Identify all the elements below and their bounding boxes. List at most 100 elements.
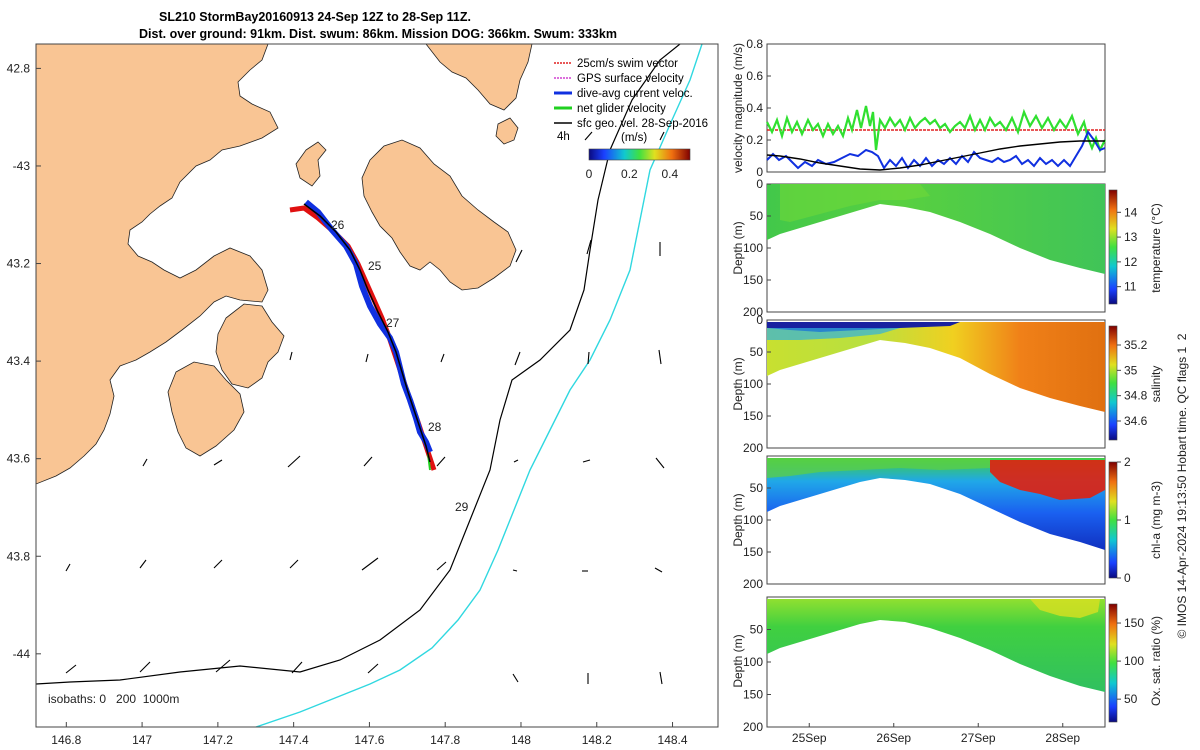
- depth-tick-label: 100: [743, 241, 763, 255]
- map-cbar-tick-label: 0.2: [621, 167, 638, 181]
- time-tick-label: 28Sep: [1045, 731, 1080, 745]
- depth-tick-label: 0: [756, 177, 763, 191]
- arrow: [363, 456, 373, 467]
- arrow: [654, 567, 663, 573]
- cbar-tick-label: 2: [1124, 455, 1131, 469]
- temperature-field: [767, 184, 1105, 274]
- cbar-tick-label: 34.8: [1124, 389, 1148, 403]
- cbar-tick-label: 0: [1124, 571, 1131, 585]
- arrow: [582, 459, 591, 463]
- depth-tick-label: 200: [743, 441, 763, 455]
- temperature-y-ticks: 0 50 100 150 200: [743, 177, 771, 319]
- arrow: [512, 673, 519, 683]
- map-x-tick-label: 148: [511, 733, 531, 747]
- arrow: [142, 458, 148, 467]
- land-east-main: [361, 139, 517, 291]
- arrow: [586, 239, 592, 255]
- cbar-tick-label: 35.2: [1124, 338, 1148, 352]
- depth-tick-label: 50: [750, 623, 764, 637]
- day-label-27: 27: [386, 316, 400, 330]
- chla-ylabel: Depth (m): [731, 493, 745, 546]
- map-x-tick-label: 148.4: [658, 733, 688, 747]
- salinity-panel: 0 50 100 150 200 35.2 35 34.8 34.6 Depth (m) sa…: [731, 313, 1163, 455]
- legend-net: net glider velocity: [577, 103, 666, 115]
- map-title-line2: Dist. over ground: 91km. Dist. swum: 86k…: [139, 27, 617, 41]
- map-legend: 25cm/s swim vector GPS surface velocity …: [554, 58, 708, 130]
- map-x-tick-label: 148.2: [582, 733, 612, 747]
- salinity-colorbar: [1108, 325, 1118, 441]
- map-cbar-title: (m/s): [621, 132, 647, 144]
- velocity-y-tick-label: 0.6: [746, 69, 763, 83]
- arrow: [367, 663, 379, 674]
- arrow: [655, 457, 665, 469]
- arrow: [659, 671, 663, 685]
- legend-current: dive-avg current veloc.: [577, 88, 693, 100]
- map-y-ticks: 42.8 -43 43.2 43.4 43.6 43.8 -44: [7, 61, 41, 661]
- chla-y-ticks: 50 100 150 200: [743, 481, 771, 591]
- cbar-tick-label: 1: [1124, 513, 1131, 527]
- cbar-tick-label: 50: [1124, 692, 1138, 706]
- map-y-tick-label: 43.8: [7, 549, 31, 563]
- map-y-tick-label: 43.6: [7, 452, 31, 466]
- depth-tick-label: 150: [743, 688, 763, 702]
- legend-swim: 25cm/s swim vector: [577, 58, 678, 70]
- map-title-line1: SL210 StormBay20160913 24-Sep 12Z to 28-…: [159, 10, 471, 24]
- depth-tick-label: 50: [750, 345, 764, 359]
- arrow: [515, 249, 523, 263]
- map-content: 26 25 27 28 29 isobaths: 0 200 1000m: [36, 44, 703, 727]
- land-mainland: [36, 44, 279, 485]
- map-colorbar: [588, 148, 691, 161]
- day-label-25: 25: [368, 259, 382, 273]
- temperature-cbar-ticks: 14 13 12 11: [1117, 205, 1138, 294]
- arrow: [139, 559, 147, 569]
- land-south-peninsula: [167, 361, 245, 457]
- track-black: [303, 203, 431, 463]
- cbar-tick-label: 12: [1124, 255, 1138, 269]
- salinity-mid-layer: [767, 328, 900, 340]
- arrow: [65, 664, 77, 674]
- arrow: [213, 459, 223, 466]
- temperature-cbar-label: temperature (°C): [1149, 203, 1163, 293]
- arrow: [139, 661, 151, 673]
- chla-surface-bloom: [990, 460, 1105, 500]
- depth-tick-label: 100: [743, 513, 763, 527]
- arrow: [440, 353, 445, 363]
- day-label-26: 26: [331, 218, 345, 232]
- arrow: [584, 131, 593, 141]
- oxygen-ylabel: Depth (m): [731, 634, 745, 687]
- arrow: [514, 351, 521, 366]
- isobath-1000m: [255, 44, 703, 727]
- velocity-panel: 0 0.2 0.4 0.6 0.8 velocity magnitude (m/s): [731, 37, 1106, 179]
- oxygen-colorbar: [1108, 603, 1118, 723]
- oxygen-high-patch: [1030, 599, 1100, 618]
- cbar-tick-label: 11: [1124, 280, 1137, 294]
- cbar-tick-label: 13: [1124, 230, 1138, 244]
- depth-tick-label: 200: [743, 720, 763, 734]
- oxygen-y-ticks: 50 100 150 200: [743, 623, 771, 734]
- day-label-28: 28: [428, 420, 442, 434]
- arrow: [65, 563, 71, 572]
- land-forestier: [425, 44, 533, 111]
- depth-tick-label: 0: [756, 313, 763, 327]
- salinity-y-ticks: 0 50 100 150 200: [743, 313, 771, 455]
- map-cbar-ticks: 0 0.2 0.4: [586, 167, 679, 181]
- chla-green-band: [767, 458, 990, 478]
- map-cbar-prefix: 4h: [557, 131, 570, 143]
- temperature-panel: 0 50 100 150 200 14 13 12 11 Depth (m) temperat…: [731, 177, 1163, 319]
- cbar-tick-label: 100: [1124, 654, 1144, 668]
- map-cbar-tick-label: 0: [586, 167, 593, 181]
- arrow: [512, 569, 518, 572]
- imos-side-note: © IMOS 14-Apr-2024 19:13:50 Hobart time.…: [1175, 333, 1189, 638]
- map-x-ticks: 146.8 147 147.2 147.4 147.6 147.8 148 148.2 148.…: [51, 722, 688, 747]
- arrow: [365, 353, 369, 363]
- arrow: [289, 559, 299, 569]
- map-x-tick-label: 147.8: [430, 733, 460, 747]
- chla-cbar-label: chl-a (mg m-3): [1149, 481, 1163, 559]
- arrow: [436, 561, 447, 571]
- salinity-cbar-label: salinity: [1149, 366, 1163, 403]
- arrow: [436, 456, 446, 467]
- map-x-tick-label: 147.4: [279, 733, 309, 747]
- time-tick-label: 26Sep: [876, 731, 911, 745]
- map-frame: [35, 43, 719, 728]
